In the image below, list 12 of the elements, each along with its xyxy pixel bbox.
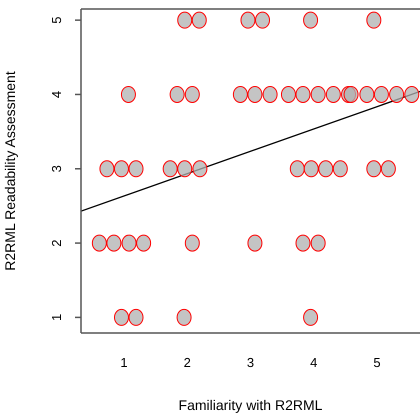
x-tick-label: 2 — [184, 355, 191, 370]
x-tick-label: 5 — [373, 355, 381, 370]
y-tick-label: 3 — [49, 165, 64, 172]
y-tick-label: 4 — [49, 90, 64, 98]
x-tick-label: 4 — [310, 355, 318, 370]
y-tick-label: 5 — [49, 16, 64, 24]
x-tick-label: 3 — [246, 355, 254, 370]
y-tick-label: 1 — [49, 314, 64, 322]
x-tick-label: 1 — [120, 355, 128, 370]
y-axis-title: R2RML Readability Assessment — [2, 71, 18, 271]
y-tick-label: 2 — [49, 239, 64, 247]
x-axis-title: Familiarity with R2RML — [178, 397, 323, 413]
